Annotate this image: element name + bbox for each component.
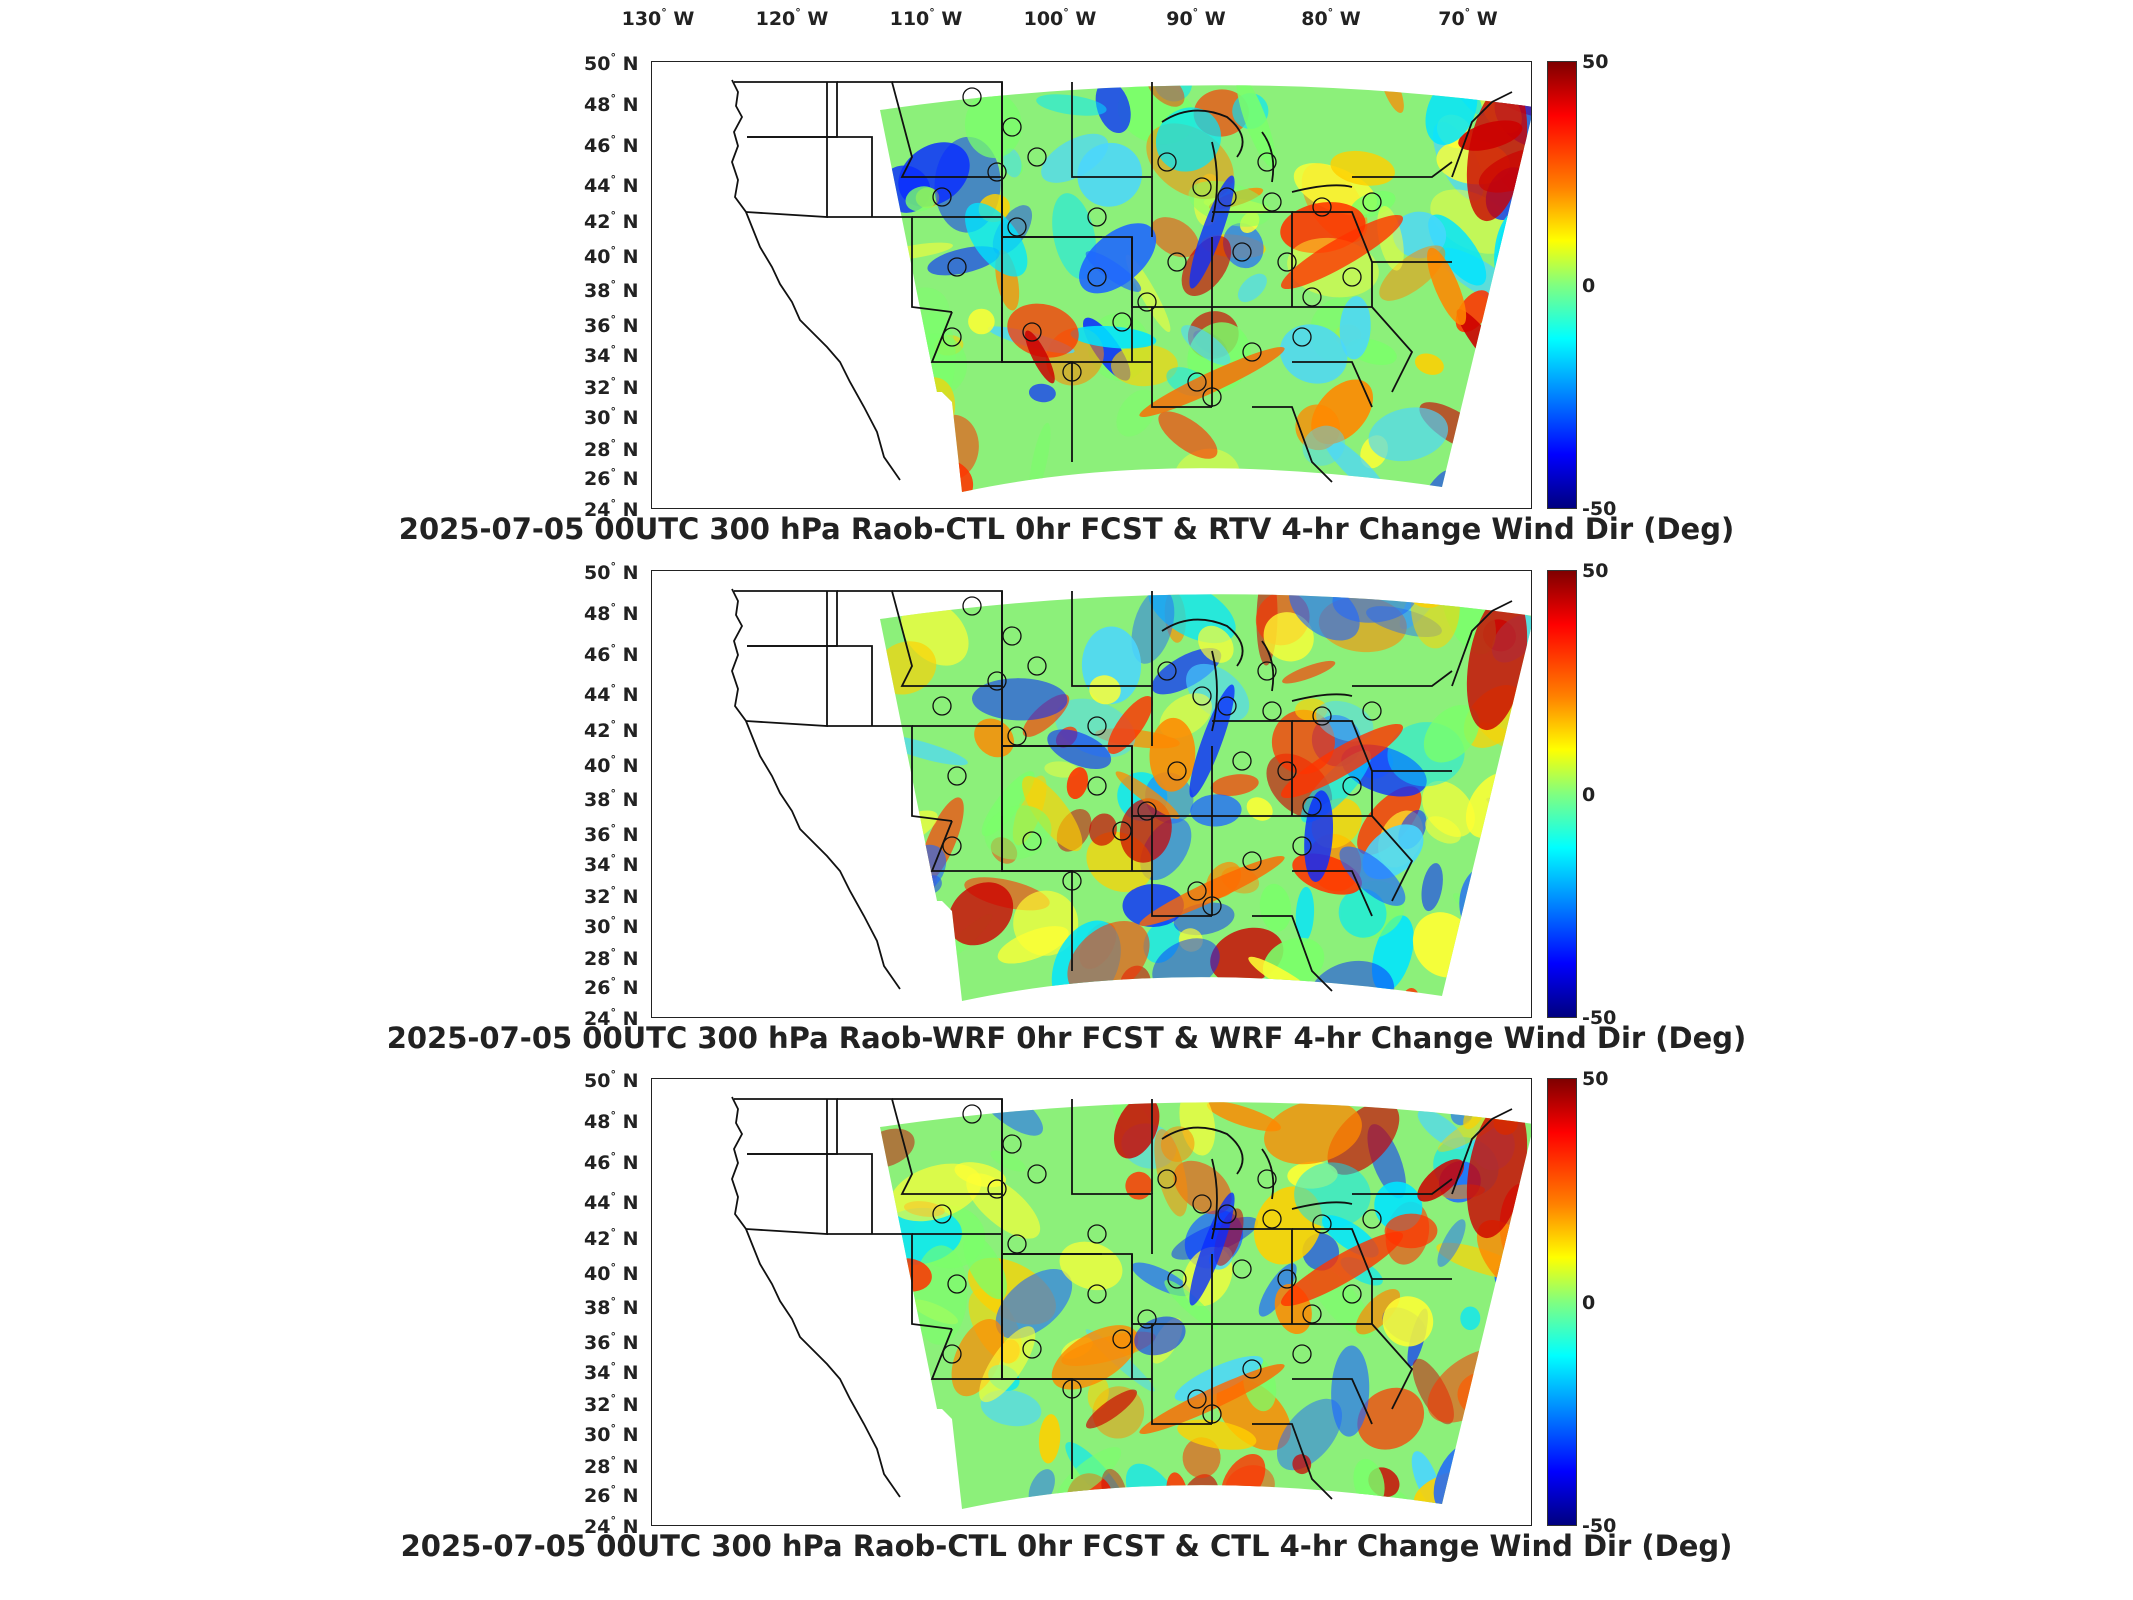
lat-label-26n: 26° N bbox=[584, 466, 639, 490]
panel-title: 2025-07-05 00UTC 300 hPa Raob-CTL 0hr FC… bbox=[398, 512, 1735, 546]
wind-direction-change-field bbox=[880, 594, 1531, 1002]
lat-label-24n: 24° N bbox=[584, 497, 639, 521]
lat-label-42n: 42° N bbox=[584, 209, 639, 233]
lat-label-32n: 32° N bbox=[584, 884, 639, 908]
colorbar-tick-zero: 0 bbox=[1582, 784, 1596, 806]
lat-label-26n: 26° N bbox=[584, 1483, 639, 1507]
lat-label-40n: 40° N bbox=[584, 753, 639, 777]
colorbar-tick-max: 50 bbox=[1582, 560, 1609, 582]
lat-label-48n: 48° N bbox=[584, 92, 639, 116]
colorbar-tick-zero: 0 bbox=[1582, 1292, 1596, 1314]
colorbar-tick-max: 50 bbox=[1582, 1068, 1609, 1090]
lon-label-90w: 90° W bbox=[1166, 6, 1226, 30]
lat-label-42n: 42° N bbox=[584, 718, 639, 742]
lat-label-36n: 36° N bbox=[584, 822, 639, 846]
state-boundaries bbox=[731, 1096, 1513, 1500]
lat-label-26n: 26° N bbox=[584, 975, 639, 999]
raob-station-markers bbox=[932, 1104, 1382, 1424]
lat-label-40n: 40° N bbox=[584, 244, 639, 268]
lat-label-46n: 46° N bbox=[584, 133, 639, 157]
panel-title: 2025-07-05 00UTC 300 hPa Raob-CTL 0hr FC… bbox=[400, 1529, 1733, 1563]
colorbar bbox=[1547, 1078, 1577, 1526]
lat-label-32n: 32° N bbox=[584, 1392, 639, 1416]
wind-direction-change-field bbox=[880, 1102, 1531, 1510]
lon-label-80w: 80° W bbox=[1301, 6, 1361, 30]
lat-label-32n: 32° N bbox=[584, 375, 639, 399]
lat-label-28n: 28° N bbox=[584, 437, 639, 461]
lat-label-36n: 36° N bbox=[584, 1330, 639, 1354]
lat-label-24n: 24° N bbox=[584, 1006, 639, 1030]
lon-label-120w: 120° W bbox=[755, 6, 829, 30]
map-panel-3: 50° N 48° N 46° N 44° N 42° N 40° N 38° N 36° N… bbox=[0, 1068, 2133, 1588]
lat-label-48n: 48° N bbox=[584, 1109, 639, 1133]
lat-label-38n: 38° N bbox=[584, 787, 639, 811]
lat-label-30n: 30° N bbox=[584, 914, 639, 938]
lat-label-38n: 38° N bbox=[584, 278, 639, 302]
lat-label-28n: 28° N bbox=[584, 946, 639, 970]
colorbar-tick-zero: 0 bbox=[1582, 275, 1596, 297]
state-boundaries bbox=[731, 588, 1513, 992]
lat-label-34n: 34° N bbox=[584, 343, 639, 367]
longitude-axis: 130° W 120° W 110° W 100° W 90° W 80° W … bbox=[0, 0, 2133, 40]
lat-label-24n: 24° N bbox=[584, 1514, 639, 1538]
lat-label-44n: 44° N bbox=[584, 173, 639, 197]
colorbar-tick-min: -50 bbox=[1582, 1515, 1617, 1537]
colorbar-tick-max: 50 bbox=[1582, 51, 1609, 73]
map-plot-area bbox=[651, 1078, 1532, 1526]
raob-station-markers bbox=[932, 87, 1382, 407]
lat-label-46n: 46° N bbox=[584, 642, 639, 666]
lat-label-44n: 44° N bbox=[584, 682, 639, 706]
lat-label-48n: 48° N bbox=[584, 601, 639, 625]
state-boundaries bbox=[731, 79, 1513, 483]
lat-label-30n: 30° N bbox=[584, 405, 639, 429]
lat-label-50n: 50° N bbox=[584, 560, 639, 584]
lat-label-34n: 34° N bbox=[584, 1360, 639, 1384]
colorbar-tick-min: -50 bbox=[1582, 498, 1617, 520]
panel-title: 2025-07-05 00UTC 300 hPa Raob-WRF 0hr FC… bbox=[386, 1021, 1747, 1055]
map-plot-area bbox=[651, 570, 1532, 1018]
lat-label-38n: 38° N bbox=[584, 1295, 639, 1319]
lat-label-42n: 42° N bbox=[584, 1226, 639, 1250]
map-plot-area bbox=[651, 61, 1532, 509]
lat-label-30n: 30° N bbox=[584, 1422, 639, 1446]
lon-label-100w: 100° W bbox=[1023, 6, 1097, 30]
lon-label-70w: 70° W bbox=[1438, 6, 1498, 30]
lat-label-44n: 44° N bbox=[584, 1190, 639, 1214]
lat-label-46n: 46° N bbox=[584, 1150, 639, 1174]
conus-map bbox=[731, 1096, 1531, 1510]
lat-label-28n: 28° N bbox=[584, 1454, 639, 1478]
colorbar bbox=[1547, 61, 1577, 509]
lon-label-110w: 110° W bbox=[889, 6, 963, 30]
lat-label-50n: 50° N bbox=[584, 1068, 639, 1092]
lat-label-50n: 50° N bbox=[584, 51, 639, 75]
wind-direction-change-field bbox=[880, 85, 1531, 493]
lat-label-40n: 40° N bbox=[584, 1261, 639, 1285]
lat-label-36n: 36° N bbox=[584, 313, 639, 337]
map-panel-2: 50° N 48° N 46° N 44° N 42° N 40° N 38° N 36° N… bbox=[0, 560, 2133, 1080]
colorbar bbox=[1547, 570, 1577, 1018]
conus-map bbox=[731, 79, 1531, 493]
lon-label-130w: 130° W bbox=[621, 6, 695, 30]
conus-map bbox=[731, 588, 1531, 1002]
colorbar-tick-min: -50 bbox=[1582, 1007, 1617, 1029]
lat-label-34n: 34° N bbox=[584, 852, 639, 876]
map-panel-1: 50° N 48° N 46° N 44° N 42° N 40° N 38° N 36° N… bbox=[0, 51, 2133, 571]
raob-station-markers bbox=[932, 596, 1382, 916]
